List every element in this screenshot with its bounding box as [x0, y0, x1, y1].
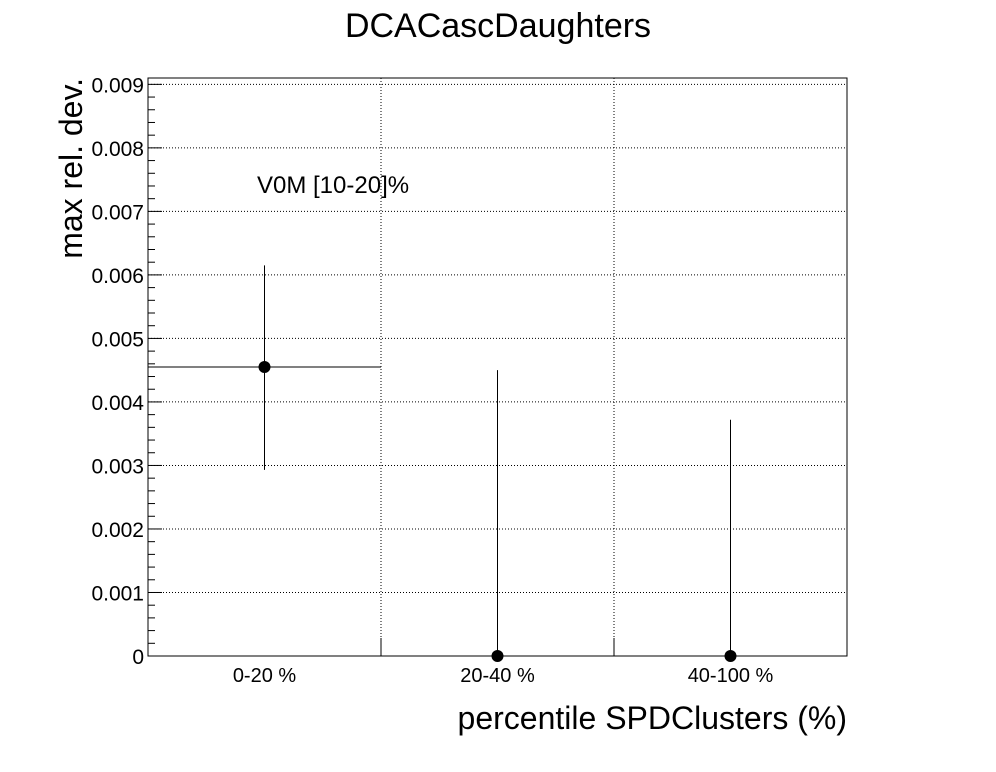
- y-axis-label: max rel. dev.: [53, 78, 89, 259]
- y-tick-label: 0.003: [91, 455, 144, 478]
- y-tick-label: 0.001: [91, 582, 144, 605]
- y-tick-label: 0.007: [91, 201, 144, 224]
- centrality-annotation: V0M [10-20]%: [257, 172, 409, 199]
- y-tick-label: 0.005: [91, 328, 144, 351]
- x-axis-label: percentile SPDClusters (%): [458, 700, 847, 736]
- axis-ticks: [148, 83, 615, 657]
- y-tick-label: 0.008: [91, 138, 144, 161]
- y-tick-label: 0.006: [91, 265, 144, 288]
- data-point: [724, 650, 737, 662]
- x-tick-label: 0-20 %: [233, 665, 297, 687]
- chart-title: DCACascDaughters: [345, 7, 651, 45]
- x-tick-label: 20-40 %: [460, 665, 535, 687]
- y-tick-label: 0.004: [91, 392, 144, 415]
- data-point: [258, 361, 271, 373]
- x-tick-label: 40-100 %: [688, 665, 774, 687]
- x-tick-labels: 0-20 % 20-40 % 40-100 %: [233, 665, 774, 687]
- y-tick-labels: 0 0.001 0.002 0.003 0.004 0.005 0.006 0.007 0.00…: [91, 74, 144, 669]
- y-tick-label: 0.002: [91, 519, 144, 542]
- y-tick-label: 0: [132, 646, 144, 669]
- data-point: [491, 650, 504, 662]
- data-marks: [148, 265, 737, 662]
- y-tick-label: 0.009: [91, 74, 144, 97]
